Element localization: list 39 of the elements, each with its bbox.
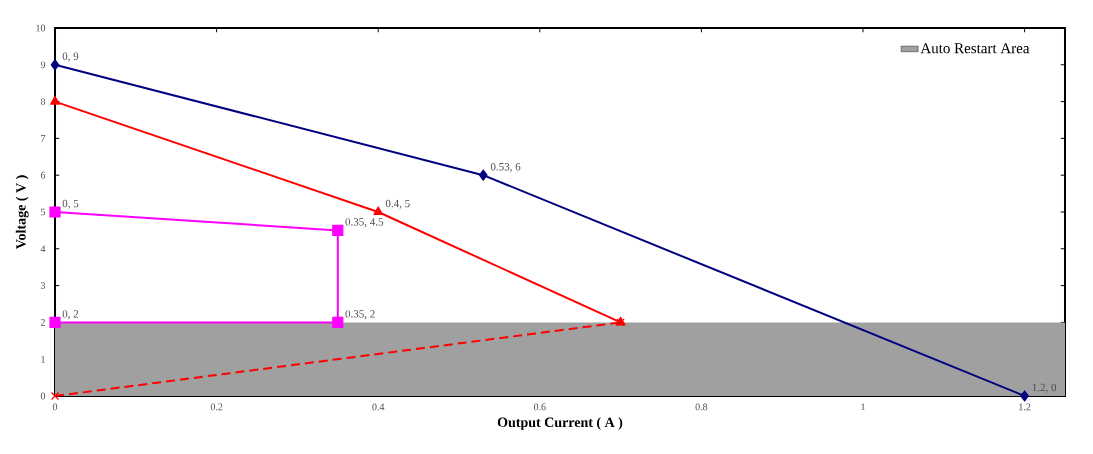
annotation: 0, 2 — [62, 310, 79, 320]
annotation: 0.4, 5 — [385, 199, 410, 209]
x-axis-title: Output Current ( A ) — [497, 417, 623, 430]
point — [332, 224, 344, 236]
x-tick-label: 0.2 — [210, 403, 223, 411]
x-tick-label: 0.6 — [533, 403, 546, 411]
x-tick-label: 1 — [861, 403, 865, 411]
y-tick-label: 0 — [40, 392, 46, 400]
y-tick-label: 5 — [41, 208, 46, 216]
y-tick-label: 2 — [40, 319, 45, 326]
annotation: 0.35, 2 — [345, 310, 375, 320]
x-tick-label: 0 — [52, 403, 58, 411]
point — [332, 316, 344, 328]
annotation: 1.2, 0 — [1032, 383, 1057, 393]
annotation: 0.35, 4.5 — [345, 218, 384, 228]
y-tick-label: 8 — [40, 98, 46, 105]
y-tick-label: 4 — [40, 245, 46, 253]
x-tick-label: 1.2 — [1019, 403, 1031, 411]
annotation: 0, 5 — [62, 199, 79, 209]
y-axis-title: Voltage ( V ) — [15, 175, 29, 250]
point — [1020, 390, 1029, 402]
y-tick-label: 10 — [36, 24, 46, 32]
point — [49, 316, 61, 328]
y-tick-label: 6 — [40, 171, 46, 179]
point — [50, 95, 60, 105]
x-tick-label: 0.4 — [372, 403, 385, 411]
point — [50, 59, 60, 71]
y-tick-label: 7 — [41, 135, 46, 142]
annotation: 0.53, 6 — [490, 162, 521, 172]
point — [49, 206, 61, 218]
point — [373, 206, 384, 216]
legend-label: Auto Restart Area — [920, 43, 1030, 54]
point — [50, 391, 60, 401]
y-tick-label: 3 — [40, 282, 46, 289]
annotation: 0, 9 — [62, 52, 79, 62]
x-tick-label: 0.8 — [695, 403, 708, 411]
y-tick-label: 9 — [40, 61, 46, 69]
y-tick-label: 1 — [41, 355, 45, 363]
point — [478, 169, 488, 181]
